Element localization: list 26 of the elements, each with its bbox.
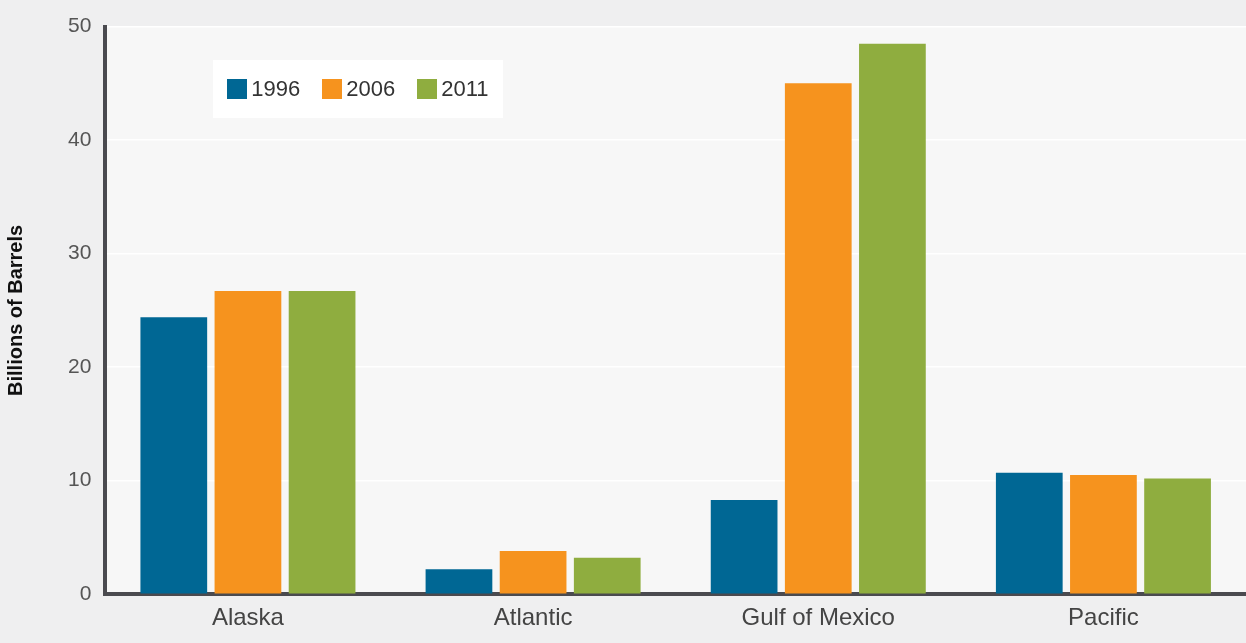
y-axis-title: Billions of Barrels bbox=[3, 224, 26, 396]
bar bbox=[710, 499, 778, 594]
x-tick-label: Gulf of Mexico bbox=[741, 603, 895, 631]
bar bbox=[288, 291, 356, 594]
y-tick-label: 0 bbox=[79, 581, 92, 604]
y-tick-label: 10 bbox=[68, 467, 92, 491]
bar bbox=[214, 291, 282, 594]
legend-label: 2006 bbox=[346, 75, 396, 102]
y-tick-label: 20 bbox=[68, 353, 92, 377]
bar bbox=[425, 569, 493, 594]
legend-label: 1996 bbox=[251, 75, 301, 102]
y-tick-label: 30 bbox=[68, 240, 92, 264]
bar bbox=[784, 83, 852, 594]
bar bbox=[995, 472, 1063, 594]
x-tick-label: Atlantic bbox=[493, 603, 573, 631]
bar bbox=[1070, 475, 1137, 594]
x-tick-label: Alaska bbox=[211, 603, 285, 631]
bar bbox=[859, 43, 926, 594]
bar bbox=[499, 551, 567, 594]
legend-label: 2011 bbox=[441, 75, 489, 102]
bar bbox=[1144, 478, 1211, 594]
x-tick-label: Pacific bbox=[1068, 603, 1139, 631]
bar bbox=[140, 317, 208, 594]
bar bbox=[573, 557, 641, 594]
y-tick-label: 40 bbox=[68, 126, 92, 150]
y-tick-label: 50 bbox=[68, 13, 92, 37]
